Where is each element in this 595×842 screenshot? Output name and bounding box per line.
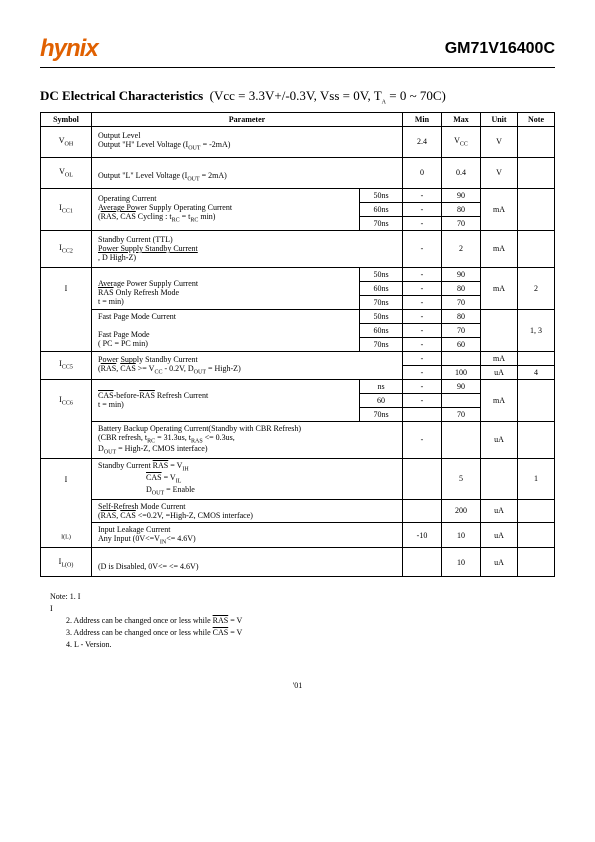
dc-characteristics-table: Symbol Parameter Min Max Unit Note VOH O…: [40, 112, 555, 578]
table-row: Self-Refresh Mode Current (RAS, CAS <=0.…: [41, 499, 555, 522]
col-symbol: Symbol: [41, 112, 92, 126]
table-row: I Average Power Supply Current RAS Only …: [41, 267, 555, 281]
section-title: DC Electrical Characteristics (Vcc = 3.3…: [40, 88, 555, 106]
table-row: VOL Output "L" Level Voltage (IOUT = 2mA…: [41, 157, 555, 188]
table-row: I Standby Current RAS = VIH CAS = VIL DO…: [41, 458, 555, 499]
title-bold: DC Electrical Characteristics: [40, 88, 203, 103]
logo: hynix: [40, 35, 98, 63]
note-3: 3. Address can be changed once or less w…: [50, 627, 555, 639]
table-row: ICC6 CAS-before-RAS Refresh Current t = …: [41, 379, 555, 393]
col-note: Note: [518, 112, 555, 126]
table-row: IL(O) (D is Disabled, 0V<= <= 4.6V) 10uA: [41, 548, 555, 577]
table-row: ICC1 Operating Current Average Power Sup…: [41, 188, 555, 202]
note-1b: I: [50, 603, 555, 615]
col-max: Max: [442, 112, 481, 126]
col-parameter: Parameter: [92, 112, 403, 126]
note-1: Note: 1. I: [50, 591, 555, 603]
table-row: I(L) Input Leakage Current Any Input (0V…: [41, 522, 555, 548]
note-2: 2. Address can be changed once or less w…: [50, 615, 555, 627]
table-row: Fast Page Mode Current Fast Page Mode ( …: [41, 309, 555, 323]
col-min: Min: [403, 112, 442, 126]
table-row: ICC2 Standby Current (TTL) Power Supply …: [41, 230, 555, 267]
title-cond: (Vcc = 3.3V+/-0.3V, Vss = 0V, TA = 0 ~ 7…: [206, 88, 445, 103]
table-row: VOH Output Level Output "H" Level Voltag…: [41, 126, 555, 157]
table-row: Battery Backup Operating Current(Standby…: [41, 421, 555, 458]
table-header-row: Symbol Parameter Min Max Unit Note: [41, 112, 555, 126]
part-number: GM71V16400C: [445, 40, 555, 58]
page-header: hynix GM71V16400C: [40, 35, 555, 68]
notes-section: Note: 1. I I 2. Address can be changed o…: [40, 591, 555, 651]
col-unit: Unit: [481, 112, 518, 126]
page-footer: '01: [40, 681, 555, 690]
note-4: 4. L - Version.: [50, 639, 555, 651]
table-row: ICC5 Power Supply Standby Current (RAS, …: [41, 351, 555, 365]
